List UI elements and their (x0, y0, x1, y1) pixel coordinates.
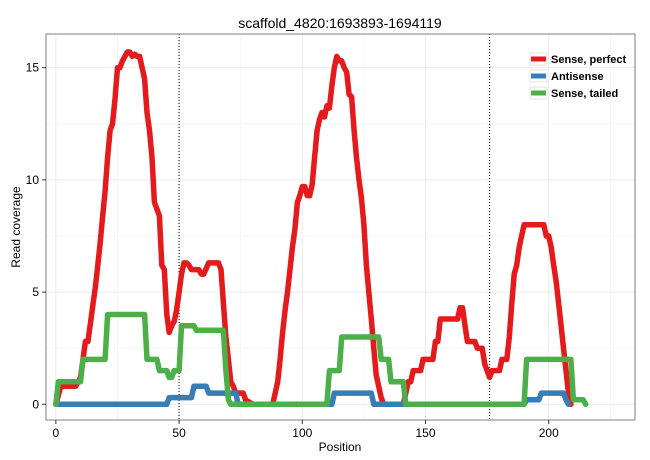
plot-panel-border (45, 33, 636, 421)
legend-label-sense-perfect: Sense, perfect (551, 54, 627, 66)
series-line-antisense (53, 383, 572, 408)
y-tick-label: 5 (32, 285, 39, 299)
legend-label-sense-tailed: Sense, tailed (551, 88, 618, 100)
x-tick-label: 50 (172, 426, 186, 440)
series-line-sense-tailed (53, 311, 589, 408)
legend: Sense, perfect Antisense Sense, tailed (529, 52, 627, 100)
series-lines (53, 49, 589, 408)
y-tick-label: 0 (32, 397, 39, 411)
x-axis-title: Position (319, 440, 362, 454)
y-axis-ticks: 0 5 10 15 (26, 61, 46, 411)
legend-label-antisense: Antisense (551, 71, 604, 83)
y-tick-label: 10 (26, 173, 40, 187)
y-tick-label: 15 (26, 61, 40, 75)
x-tick-label: 200 (539, 426, 559, 440)
series-line-sense-perfect (53, 49, 574, 408)
y-axis-title: Read coverage (9, 186, 23, 268)
x-tick-label: 150 (416, 426, 436, 440)
x-axis-ticks: 0 50 100 150 200 (53, 420, 559, 440)
x-tick-label: 0 (53, 426, 60, 440)
grid (46, 34, 635, 420)
chart-title: scaffold_4820:1693893-1694119 (238, 15, 442, 31)
x-tick-label: 100 (292, 426, 312, 440)
